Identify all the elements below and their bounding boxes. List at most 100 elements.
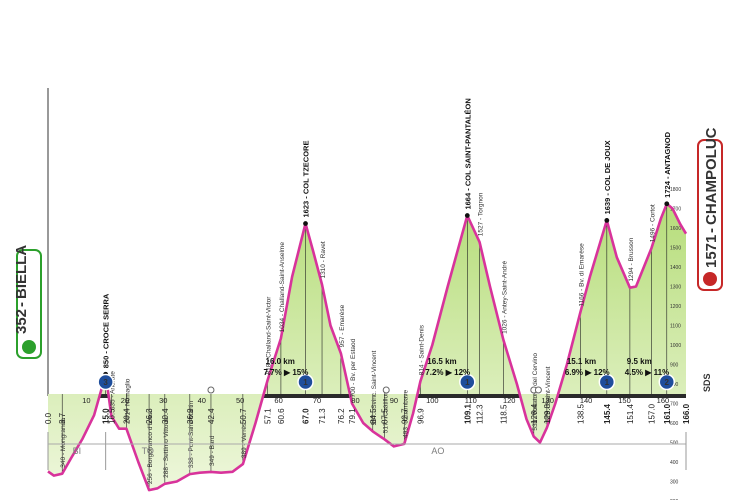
finish-scale-label: 1700: [670, 207, 681, 213]
x-tick-label: 50.7: [239, 408, 248, 424]
x-tick-label: 0.0: [44, 412, 53, 424]
finish-bike-icon: [703, 272, 717, 286]
x-tick-label: 20.4: [122, 408, 131, 424]
x-tick-label: 126.4: [530, 403, 539, 424]
finish-scale-label: 1600: [670, 226, 681, 232]
finish-scale-label: 1500: [670, 246, 681, 252]
finish-badge-frame: [697, 139, 723, 291]
place-label: 288 - Settimo Vittone: [163, 417, 170, 478]
x-round-tick: 130: [541, 396, 554, 405]
x-tick-label: 129.8: [543, 403, 552, 424]
region-code: TO: [142, 446, 154, 456]
x-round-tick: 140: [580, 396, 593, 405]
summit-dot: [464, 213, 470, 218]
x-round-tick: 150: [618, 396, 631, 405]
start-separator: -: [13, 302, 30, 307]
place-label: 700 - Bv. per Estaod: [350, 338, 357, 397]
x-tick-label: 60.6: [277, 408, 286, 424]
climb-category-badge: [297, 373, 314, 391]
region-code: BI: [73, 446, 82, 456]
start-badge-frame: [16, 249, 42, 359]
place-label: 818 - Challand-Saint-Victor: [265, 296, 272, 375]
place-label: 340 - Mongrando: [60, 418, 67, 468]
climb-category-number: 2: [665, 378, 670, 387]
x-round-tick: 80: [351, 396, 359, 405]
climb-gradient: 7.2% ▶ 12%: [425, 368, 470, 377]
x-round-tick: 10: [82, 396, 90, 405]
finish-badge: 1571 - CHAMPOLUC: [697, 127, 723, 291]
x-tick-label: 166.0: [682, 403, 691, 424]
x-tick-label: 36.9: [186, 408, 195, 424]
x-tick-label: 42.4: [207, 408, 216, 424]
x-tick-label: 96.9: [416, 408, 425, 424]
x-tick-label: 157.0: [647, 403, 656, 424]
km-marker-icon: [207, 386, 215, 394]
x-tick-label: 79.1: [348, 408, 357, 424]
climb-gradient: 7.7% ▶ 15%: [264, 368, 309, 377]
summit-dot: [303, 221, 308, 226]
x-tick-label: 30.4: [161, 408, 170, 424]
finish-separator: -: [703, 228, 720, 233]
sds-logo: SDS: [702, 373, 712, 392]
finish-scale-label: 300: [670, 480, 679, 486]
place-label: 517 - Châtillon: [382, 391, 389, 433]
finish-scale-label: 1100: [670, 324, 681, 330]
place-label: 338 - Pont-Saint-Martin: [188, 401, 195, 469]
summit-label: 1639 - COL DE JOUX: [603, 140, 612, 214]
climb-category-badge: [459, 373, 476, 391]
km-marker-icon: [534, 386, 542, 394]
x-round-tick: 100: [426, 396, 439, 405]
place-label: 1034 - Challand-Saint-Anselme: [279, 242, 286, 333]
x-round-tick: 70: [313, 396, 321, 405]
x-tick-label: 57.1: [263, 408, 272, 424]
climb-length: 15.1 km: [567, 357, 596, 366]
place-label: 635 - Andrate: [109, 371, 116, 410]
climb-gradient: 6.9% ▶ 12%: [565, 368, 610, 377]
x-tick-label: 92.7: [400, 408, 409, 424]
climb-gradient: 4.5% ▶ 11%: [625, 368, 669, 377]
summit-label: 1623 - COL TZECORE: [302, 141, 311, 218]
finish-scale-label: 1200: [670, 304, 681, 310]
place-label: 349 - Bard: [209, 435, 216, 466]
x-tick-label: 145.4: [603, 403, 612, 424]
elevation-line: [47, 202, 688, 492]
place-label: 576 - Saint-Vincent: [545, 366, 552, 421]
finish-altitude: 1571: [703, 235, 720, 268]
x-tick-label: 26.3: [145, 408, 154, 424]
start-bike-icon: [22, 340, 36, 354]
finish-scale-label: 1800: [670, 187, 681, 193]
x-tick-label: 15.0: [102, 408, 111, 424]
x-round-tick: 160: [657, 396, 670, 405]
x-round-tick: 120: [503, 396, 516, 405]
x-tick-label: 151.4: [626, 403, 635, 424]
x-round-tick: 40: [198, 396, 206, 405]
place-label: 557 - Svinc. Saint-Vincent: [371, 351, 378, 426]
place-label: 814 - Saint-Denis: [418, 324, 425, 375]
climb-category-badge: [658, 373, 676, 391]
climb-category-number: 3: [103, 378, 108, 387]
place-label: 1310 - Ravet: [320, 241, 327, 278]
x-round-tick: 50: [236, 396, 244, 405]
x-tick-label: 16.5: [107, 408, 116, 424]
climb-length: 16.5 km: [427, 357, 456, 366]
finish-scale-label: 900: [670, 363, 679, 369]
x-round-tick: 60: [274, 396, 282, 405]
place-label: 1294 - Brusson: [628, 237, 635, 281]
finish-scale-label: 1000: [670, 343, 681, 349]
place-label: 571 - Nomaglio: [124, 378, 131, 422]
x-tick-label: 118.5: [499, 404, 508, 424]
climb-length: 9.5 km: [627, 357, 652, 366]
x-round-tick: 20: [121, 396, 129, 405]
summit-dot: [664, 201, 670, 207]
x-round-tick: 110: [465, 396, 477, 405]
climb-category-number: 1: [605, 378, 610, 387]
climb-length: 16.0 km: [266, 357, 295, 366]
start-town: BIELLA: [13, 245, 30, 299]
summit-dot: [604, 217, 610, 223]
place-label: 1166 - Bv. di Emarèse: [578, 243, 585, 307]
finish-scale-label: 1300: [670, 285, 681, 291]
x-round-tick: 90: [390, 396, 398, 405]
finish-scale-label: 600: [670, 421, 679, 427]
x-tick-label: 87.5: [380, 408, 389, 424]
km-marker-icon: [382, 386, 390, 394]
